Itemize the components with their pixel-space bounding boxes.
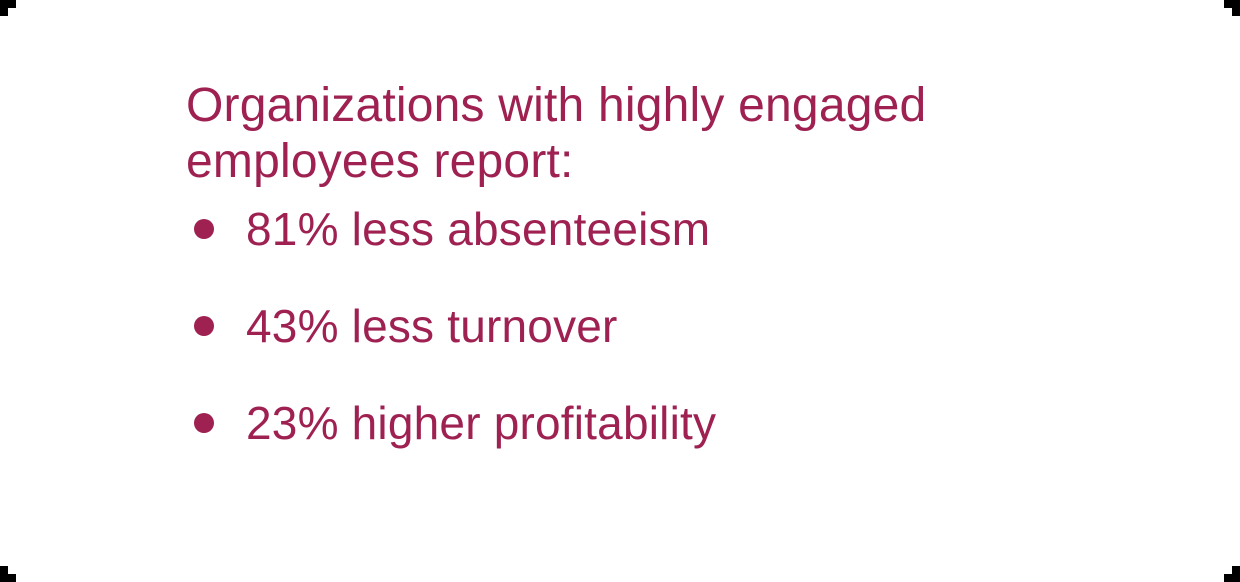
bullet-icon xyxy=(194,413,214,433)
crop-mark-bottom-left-icon xyxy=(0,566,16,582)
bullet-icon xyxy=(194,316,214,336)
bullet-text-absenteeism: 81% less absenteeism xyxy=(246,203,711,255)
bullet-icon xyxy=(194,219,214,239)
bullet-text-turnover: 43% less turnover xyxy=(246,300,618,352)
crop-mark-bottom-right-icon xyxy=(1224,566,1240,582)
list-item: 23% higher profitability xyxy=(186,393,716,453)
slide-heading: Organizations with highly engaged employ… xyxy=(186,78,1086,190)
heading-line-2: employees report: xyxy=(186,135,574,189)
bullet-text-profitability: 23% higher profitability xyxy=(246,397,717,449)
crop-mark-top-right-icon xyxy=(1224,0,1240,16)
bullet-list: 81% less absenteeism 43% less turnover 2… xyxy=(186,199,716,453)
crop-mark-top-left-icon xyxy=(0,0,16,16)
heading-line-1: Organizations with highly engaged xyxy=(186,79,927,133)
list-item: 81% less absenteeism xyxy=(186,199,716,259)
list-item: 43% less turnover xyxy=(186,296,716,356)
